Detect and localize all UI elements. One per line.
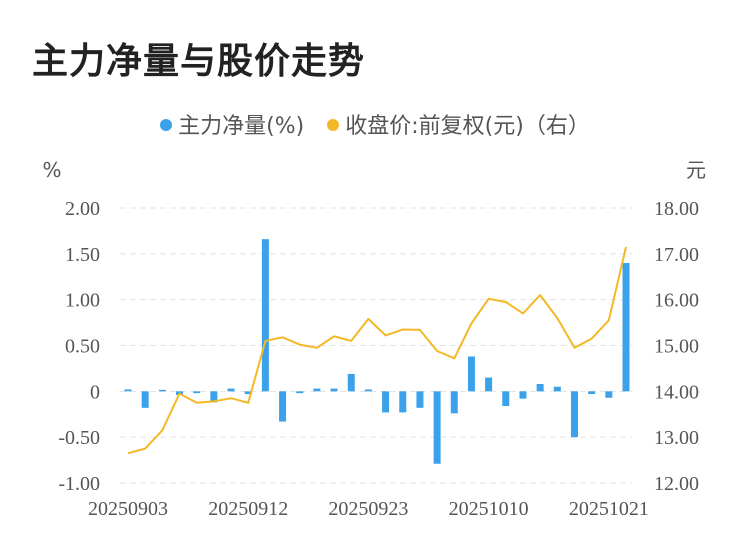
bar[interactable] [227,388,235,392]
legend-line-label: 收盘价:前复权(元)（右） [345,114,590,139]
right-tick-label: 16.00 [654,290,699,312]
bar[interactable] [261,239,269,392]
bar[interactable] [605,391,613,398]
left-tick-label: 1.50 [65,244,100,266]
left-tick-label: 1.00 [65,290,100,312]
bar[interactable] [502,391,510,406]
bar[interactable] [588,391,596,395]
price-line[interactable] [127,246,627,455]
bar[interactable] [433,391,441,464]
bar[interactable] [313,388,321,392]
right-tick-label: 18.00 [654,198,699,220]
legend: 主力净量(%) 收盘价:前复权(元)（右） [0,108,750,140]
bar[interactable] [296,391,304,394]
legend-item-close-price[interactable]: 收盘价:前复权(元)（右） [327,108,590,140]
bar[interactable] [536,384,544,392]
right-tick-label: 12.00 [654,473,699,495]
left-tick-label: -1.00 [58,473,100,495]
bar[interactable] [141,391,149,408]
right-tick-label: 17.00 [654,244,699,266]
bar[interactable] [382,391,390,413]
bar[interactable] [158,389,166,392]
bar[interactable] [399,391,407,413]
bar[interactable] [193,391,201,394]
bar[interactable] [485,377,493,392]
bar[interactable] [364,389,372,392]
x-tick-label: 20251010 [449,498,529,520]
bar[interactable] [347,373,355,392]
bar[interactable] [244,391,252,395]
right-tick-label: 13.00 [654,427,699,449]
x-tick-label: 20250912 [208,498,288,520]
right-axis-unit: 元 [686,158,706,182]
bar[interactable] [279,391,287,422]
left-axis-unit: % [42,158,61,182]
bar[interactable] [553,386,561,392]
left-tick-label: -0.50 [58,427,100,449]
bar[interactable] [570,391,578,438]
right-tick-label: 15.00 [654,336,699,358]
left-tick-label: 2.00 [65,198,100,220]
legend-item-net-volume[interactable]: 主力净量(%) [160,108,304,140]
bar[interactable] [210,391,218,403]
right-tick-label: 14.00 [654,381,699,403]
bar[interactable] [450,391,458,414]
x-tick-label: 20250923 [328,498,408,520]
bar[interactable] [416,391,424,408]
legend-bar-label: 主力净量(%) [178,114,305,139]
legend-bar-dot [160,119,173,131]
left-tick-label: 0.50 [65,336,100,358]
bar[interactable] [124,389,132,392]
bar[interactable] [519,391,527,399]
chart-title: 主力净量与股价走势 [32,41,366,82]
legend-line-dot [327,119,340,131]
x-tick-label: 20250903 [88,498,168,520]
bar[interactable] [622,263,630,392]
bar[interactable] [467,356,475,392]
left-tick-label: 0 [90,381,100,403]
bar[interactable] [330,388,338,392]
x-tick-label: 20251021 [569,498,649,520]
